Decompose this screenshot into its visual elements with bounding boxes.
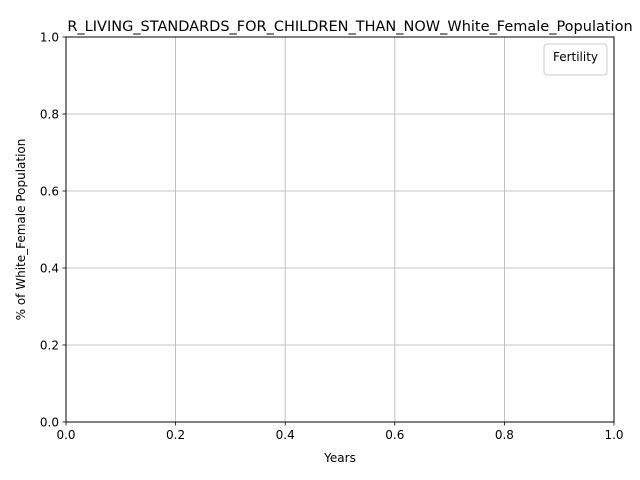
legend: Fertility bbox=[543, 43, 608, 76]
chart-title: R_LIVING_STANDARDS_FOR_CHILDREN_THAN_NOW… bbox=[67, 19, 632, 35]
y-tick-label: 0.6 bbox=[40, 185, 59, 199]
grid bbox=[65, 36, 615, 423]
plot-area bbox=[65, 36, 615, 423]
x-axis-label: Years bbox=[323, 451, 356, 465]
x-tick-label: 0.8 bbox=[495, 428, 514, 442]
x-tick-label: 0.2 bbox=[166, 428, 185, 442]
y-tick-label: 0.8 bbox=[40, 108, 59, 122]
x-tick-label: 0.6 bbox=[385, 428, 404, 442]
x-tick-label: 1.0 bbox=[604, 428, 623, 442]
x-tick-label: 0.4 bbox=[276, 428, 295, 442]
y-tick-label: 1.0 bbox=[40, 31, 59, 45]
legend-box bbox=[543, 43, 608, 76]
y-tick-label: 0.4 bbox=[40, 262, 59, 276]
legend-title: Fertility bbox=[553, 50, 598, 64]
y-tick-label: 0.0 bbox=[40, 416, 59, 430]
x-tick-label: 0.0 bbox=[56, 428, 75, 442]
y-tick-label: 0.2 bbox=[40, 339, 59, 353]
axis-ticks: 0.0 0.2 0.4 0.6 0.8 1.0 0.0 0.2 0.4 0.6 0.8 1.0 bbox=[40, 31, 624, 443]
y-axis-label: % of White_Female Population bbox=[14, 139, 28, 321]
